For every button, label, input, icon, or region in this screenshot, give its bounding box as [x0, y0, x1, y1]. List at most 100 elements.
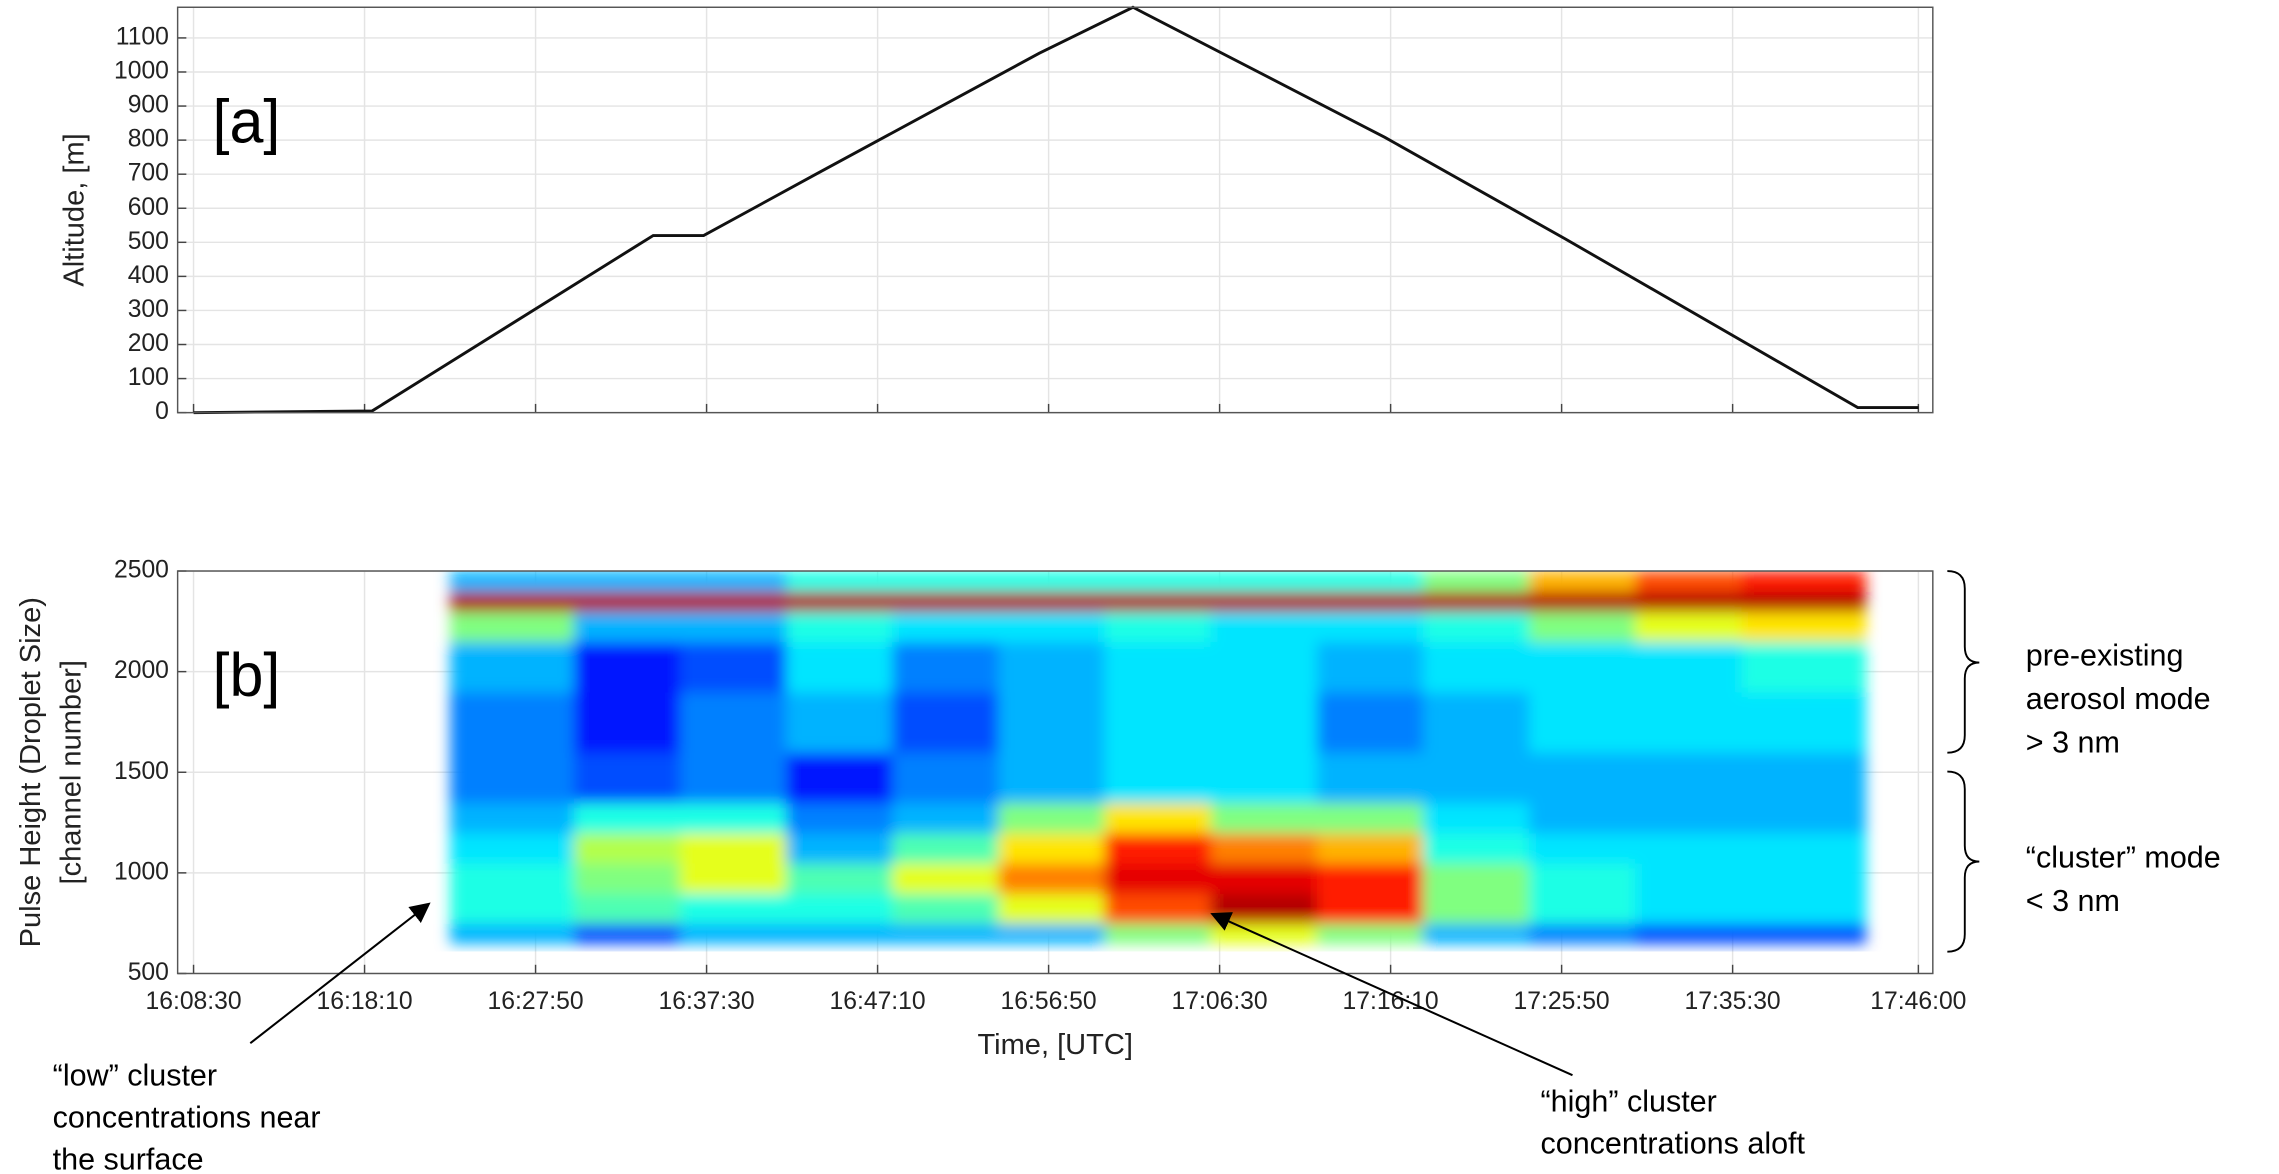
callout-label: the surface — [53, 1143, 204, 1174]
heatmap-cell — [450, 802, 575, 834]
heatmap-cell — [1316, 691, 1424, 753]
heatmap-cell — [1635, 571, 1743, 592]
heatmap-cell — [1210, 611, 1318, 643]
heatmap-cell — [1210, 571, 1318, 592]
arrow — [1210, 912, 1573, 1077]
heatmap-cell — [1316, 923, 1424, 945]
y-tick-label: 600 — [128, 194, 169, 221]
heatmap-cell — [1529, 591, 1637, 612]
heatmap-cell — [892, 923, 1000, 945]
heatmap-cell — [1635, 862, 1743, 894]
altitude-line — [193, 5, 1919, 415]
heatmap-cell — [1529, 571, 1637, 592]
heatmap-cell — [680, 892, 787, 924]
heatmap-cell — [1104, 611, 1212, 643]
panel-label: [a] — [213, 88, 281, 156]
heatmap-cell — [1529, 862, 1637, 894]
heatmap-cell — [1741, 591, 1867, 612]
x-tick-label: 16:56:50 — [1001, 988, 1097, 1015]
heatmap-cell — [1529, 923, 1637, 945]
heatmap-cell — [450, 611, 575, 643]
heatmap-cell — [450, 892, 575, 924]
plot-area — [177, 7, 1933, 413]
heatmap-cell — [1104, 802, 1212, 834]
callout-label: “low” cluster — [53, 1058, 217, 1092]
heatmap-cell — [1423, 752, 1530, 804]
heatmap-cell — [786, 641, 894, 693]
heatmap-cell — [1104, 923, 1212, 945]
heatmap-cell — [450, 641, 575, 693]
callout-label: concentrations near — [53, 1101, 321, 1135]
heatmap-cell — [680, 752, 787, 804]
x-tick-label: 17:06:30 — [1172, 988, 1268, 1015]
heatmap-cell — [1316, 611, 1424, 643]
heatmap-cell — [1635, 641, 1743, 693]
y-tick-label: 800 — [128, 126, 169, 153]
heatmap-cell — [1104, 752, 1212, 804]
heatmap-cell — [573, 752, 681, 804]
heatmap-cell — [786, 691, 894, 753]
panel-label: [b] — [213, 641, 281, 709]
x-tick-label: 17:35:30 — [1685, 988, 1781, 1015]
heatmap-cell — [786, 923, 894, 945]
heatmap-cell — [680, 641, 787, 693]
heatmap-cell — [1104, 832, 1212, 864]
heatmap-cell — [892, 591, 1000, 612]
y-tick-label: 500 — [128, 228, 169, 255]
y-tick-label: 100 — [128, 364, 169, 391]
heatmap-cell — [892, 802, 1000, 834]
callout-label: “high” cluster — [1541, 1085, 1717, 1119]
heatmap-cell — [892, 611, 1000, 643]
heatmap-cell — [786, 611, 894, 643]
heatmap-cell — [998, 591, 1106, 612]
heatmap — [450, 571, 1867, 945]
heatmap-cell — [1210, 641, 1318, 693]
heatmap-cell — [1423, 591, 1530, 612]
brace-label: > 3 nm — [2026, 726, 2120, 760]
x-tick-label: 16:47:10 — [830, 988, 926, 1015]
heatmap-cell — [1316, 641, 1424, 693]
heatmap-cell — [1316, 802, 1424, 834]
heatmap-cell — [1635, 752, 1743, 804]
y-tick-label: 1100 — [116, 23, 169, 50]
brace — [1947, 570, 1980, 754]
heatmap-cell — [1529, 641, 1637, 693]
heatmap-cell — [1741, 641, 1867, 693]
x-axis-label: Time, [UTC] — [978, 1029, 1133, 1061]
heatmap-cell — [1104, 591, 1212, 612]
heatmap-cell — [680, 611, 787, 643]
heatmap-cell — [786, 862, 894, 894]
heatmap-cell — [573, 611, 681, 643]
heatmap-cell — [1529, 611, 1637, 643]
heatmap-cell — [998, 641, 1106, 693]
heatmap-cell — [680, 691, 787, 753]
heatmap-cell — [786, 832, 894, 864]
heatmap-cell — [680, 571, 787, 592]
brace-label: “cluster” mode — [2026, 840, 2221, 874]
x-tick-label: 17:16:10 — [1343, 988, 1439, 1015]
heatmap-cell — [1741, 611, 1867, 643]
heatmap-cell — [1635, 691, 1743, 753]
heatmap-cell — [1104, 571, 1212, 592]
axes-frame — [176, 570, 1934, 975]
heatmap-cell — [786, 591, 894, 612]
heatmap-cell — [450, 862, 575, 894]
heatmap-cell — [1529, 832, 1637, 864]
heatmap-cell — [1741, 571, 1867, 592]
heatmap-cell — [1423, 571, 1530, 592]
heatmap-cell — [786, 802, 894, 834]
heatmap-cell — [892, 862, 1000, 894]
heatmap-cell — [1210, 802, 1318, 834]
heatmap-cell — [1423, 892, 1530, 924]
y-tick-label: 500 — [128, 959, 169, 986]
heatmap-cell — [1529, 691, 1637, 753]
callout-label: concentrations aloft — [1541, 1127, 1806, 1161]
heatmap-cell — [786, 752, 894, 804]
brace-label: pre-existing — [2026, 638, 2184, 672]
heatmap-cell — [1741, 832, 1867, 864]
heatmap-cell — [998, 923, 1106, 945]
heatmap-cell — [1741, 752, 1867, 804]
heatmap-cell — [1210, 752, 1318, 804]
y-tick-label: 1000 — [114, 858, 169, 885]
